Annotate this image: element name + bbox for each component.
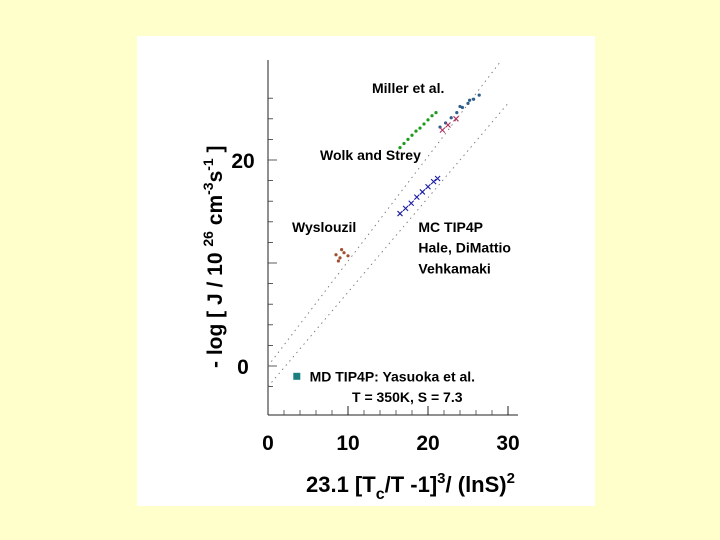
data-point: [397, 210, 403, 217]
data-point: [445, 122, 451, 128]
data-point: [410, 133, 414, 137]
annotation-label: Vehkamaki: [418, 260, 490, 276]
data-point: [455, 111, 459, 115]
data-point: [346, 254, 350, 258]
data-point: [430, 178, 437, 185]
y-axis-label-part: ]: [204, 145, 227, 158]
annotation-label: MC TIP4P: [418, 219, 483, 235]
y-tick-label: 20: [231, 150, 254, 173]
data-point: [418, 126, 422, 130]
y-axis-label-part: 26: [200, 231, 216, 247]
data-point: [334, 253, 338, 257]
x-axis-label-part: 23.1 [T: [306, 472, 376, 497]
x-tick-label: 10: [336, 432, 359, 455]
data-point: [468, 98, 472, 102]
data-point: [422, 122, 426, 126]
data-point: [434, 175, 441, 182]
data-point: [338, 256, 342, 260]
annotation-label: Wolk and Strey: [320, 147, 421, 163]
annotation-label: Hale, DiMattio: [418, 240, 511, 256]
data-point: [413, 194, 420, 200]
reference-line: [267, 61, 501, 367]
y-axis-label-part: cm: [204, 195, 227, 231]
annotation-label: T = 350K, S = 7.3: [352, 389, 463, 405]
y-axis-label-part: -1: [200, 158, 216, 171]
data-point: [398, 146, 402, 150]
y-axis-label-part: -3: [200, 182, 216, 195]
y-tick-label: 0: [237, 356, 249, 379]
data-point: [458, 104, 462, 109]
x-tick-label: 0: [262, 432, 274, 455]
data-point: [472, 97, 476, 101]
data-point: [340, 248, 344, 252]
x-tick-label: 30: [496, 432, 519, 455]
data-point: [439, 127, 446, 134]
chart-panel: [137, 36, 595, 506]
y-axis-label-part: - log [ J / 10: [204, 247, 227, 368]
y-axis-label-part: s: [204, 171, 227, 183]
data-point: [449, 116, 453, 120]
data-point: [414, 129, 418, 133]
data-point: [402, 141, 406, 146]
x-axis-label-part: /T -1]: [385, 472, 438, 497]
data-point: [453, 115, 459, 122]
annotation-label: MD TIP4P: Yasuoka et al.: [310, 368, 475, 384]
data-point: [402, 205, 409, 212]
data-point: [408, 200, 415, 207]
legend-marker: [293, 372, 301, 380]
data-point: [425, 183, 431, 190]
axes: [267, 60, 518, 416]
data-point: [426, 118, 430, 122]
x-axis-label-part: 2: [507, 470, 515, 487]
reference-lines: [267, 61, 509, 387]
data-point: [430, 114, 434, 118]
data-point: [419, 189, 426, 195]
data-point: [477, 93, 481, 97]
x-axis-label-part: c: [376, 486, 385, 503]
x-tick-label: 20: [416, 432, 439, 455]
chart-text: 23.1 [Tc/T -1]3/ (lnS)2 - log [ J / 10 2…: [200, 80, 520, 503]
reference-line: [267, 103, 509, 387]
annotation-label: Miller et al.: [372, 80, 444, 96]
data-point: [406, 137, 410, 141]
data-point: [466, 101, 470, 105]
data-point: [434, 111, 438, 115]
data-points: [293, 93, 481, 380]
data-point: [342, 251, 346, 255]
x-axis-label-part: / (lnS): [446, 472, 507, 497]
data-point: [336, 259, 340, 263]
x-axis-label-part: 3: [437, 470, 445, 487]
data-point: [460, 105, 464, 110]
annotation-label: Wyslouzil: [292, 219, 356, 235]
x-axis-label: 23.1 [Tc/T -1]3/ (lnS)2: [306, 470, 515, 503]
y-axis-label: - log [ J / 10 26 cm-3s-1 ]: [200, 145, 227, 368]
